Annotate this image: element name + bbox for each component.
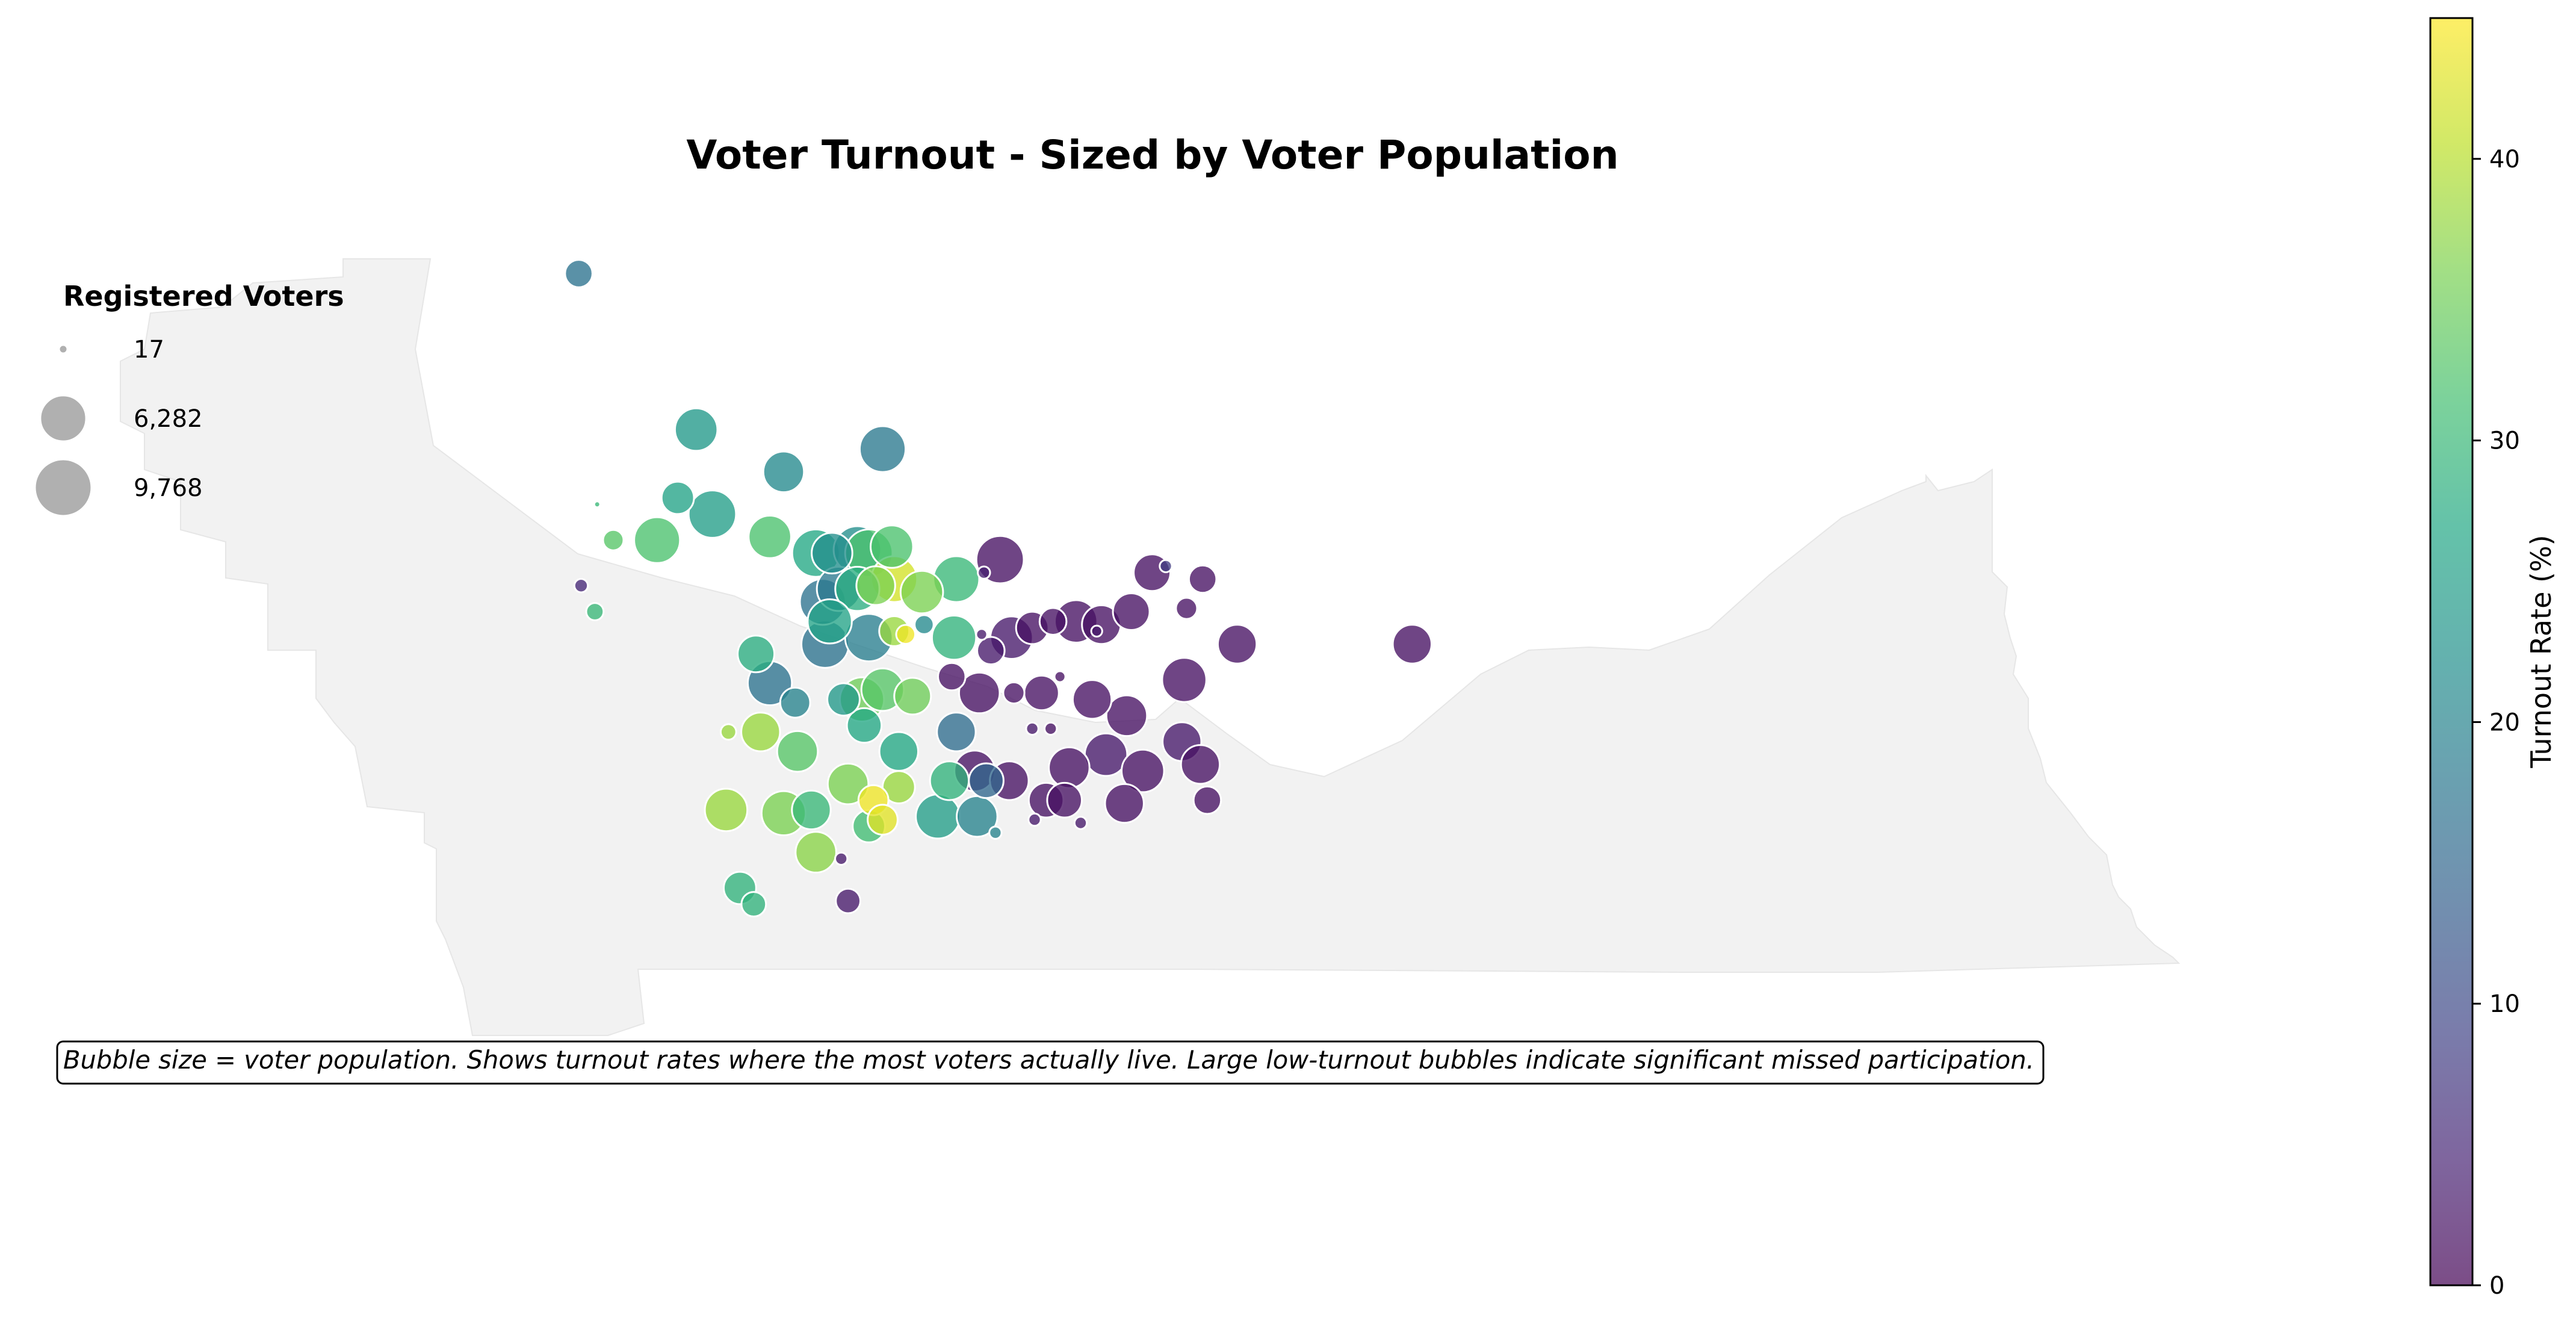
voter-bubble (899, 569, 944, 615)
colorbar-tick-label: 30 (2489, 427, 2520, 455)
voter-bubble (1073, 816, 1088, 830)
colorbar-frame (2429, 17, 2474, 1286)
colorbar-gradient (2430, 18, 2472, 1285)
colorbar-tick-label: 40 (2489, 146, 2520, 173)
voter-bubble (719, 723, 737, 741)
voter-bubble (893, 677, 932, 716)
voter-bubble (807, 598, 853, 645)
size-legend-marker (41, 396, 85, 441)
voter-bubble (937, 662, 967, 692)
voter-bubble (602, 529, 625, 551)
colorbar-tick-label: 0 (2489, 1272, 2504, 1300)
voter-bubble (564, 259, 593, 288)
voter-bubble (1053, 670, 1067, 683)
voter-bubble (1104, 783, 1145, 824)
voter-bubble (1192, 785, 1222, 815)
voter-bubble (1044, 721, 1058, 736)
voter-bubble (776, 730, 819, 773)
voter-bubble (673, 407, 719, 452)
voter-bubble (1216, 624, 1258, 665)
voter-bubble (1025, 721, 1039, 736)
voter-bubble (1090, 624, 1103, 638)
voter-bubble (1121, 748, 1165, 793)
voter-bubble (660, 480, 695, 515)
voter-bubble (791, 789, 832, 831)
voter-bubble (915, 793, 961, 840)
region-shape (120, 258, 2181, 1036)
size-legend-label: 6,282 (134, 405, 203, 433)
size-legend-label: 9,768 (134, 474, 203, 502)
voter-bubble (779, 686, 811, 719)
size-legend-label: 17 (134, 336, 164, 364)
voter-bubble (878, 731, 920, 772)
voter-bubble (1105, 694, 1148, 737)
voter-bubble (748, 515, 792, 559)
bubble-layer (564, 259, 1433, 917)
chart-title: Voter Turnout - Sized by Voter Populatio… (686, 132, 1618, 178)
colorbar-tick-label: 20 (2489, 709, 2520, 736)
voter-bubble (855, 565, 896, 606)
voter-bubble (1027, 812, 1042, 827)
size-legend: Registered Voters 17 6,282 9,768 (36, 280, 344, 515)
voter-bubble (826, 762, 870, 805)
voter-bubble (958, 671, 1001, 715)
voter-bubble (1046, 781, 1083, 819)
size-legend-marker (36, 460, 91, 515)
colorbar-label: Turnout Rate (%) (2525, 535, 2557, 768)
voter-bubble (870, 524, 914, 569)
colorbar-tick-label: 10 (2489, 990, 2520, 1018)
size-legend-marker (60, 346, 67, 353)
voter-bubble (704, 787, 749, 833)
voter-bubble (1071, 679, 1113, 720)
voter-bubble (593, 500, 601, 509)
voter-bubble (811, 532, 853, 575)
voter-bubble (930, 614, 977, 661)
voter-bubble (633, 516, 681, 564)
voter-bubble (1048, 746, 1091, 789)
voter-bubble (1023, 674, 1060, 712)
voter-bubble (1161, 657, 1207, 703)
voter-bubble (977, 565, 991, 580)
voter-bubble (573, 578, 589, 594)
voter-bubble (826, 682, 861, 717)
voter-bubble (835, 887, 861, 914)
voter-bubble (687, 489, 737, 539)
voter-bubble (846, 707, 883, 744)
voter-bubble (1038, 607, 1068, 636)
voter-bubble (1392, 624, 1433, 665)
map-region (120, 258, 2181, 1036)
voter-bubble (794, 831, 837, 874)
voter-bubble (858, 425, 907, 473)
voter-bubble (988, 825, 1003, 840)
annotation-box: Bubble size = voter population. Shows tu… (56, 1040, 2045, 1085)
annotation-frame (56, 1040, 2045, 1085)
voter-bubble (740, 712, 781, 753)
voter-bubble (585, 602, 605, 621)
voter-bubble (976, 636, 1006, 666)
voter-bubble (1187, 564, 1218, 594)
voter-bubble (1159, 559, 1173, 574)
voter-bubble (936, 712, 977, 753)
voter-bubble (1002, 681, 1026, 705)
annotation-text: Bubble size = voter population. Shows tu… (63, 1045, 2034, 1075)
size-legend-title: Registered Voters (63, 280, 344, 312)
voter-bubble (881, 770, 916, 804)
voter-bubble (737, 635, 776, 674)
voter-bubble (1112, 592, 1151, 631)
colorbar: 0 10 20 30 40 Turnout Rate (%) (2429, 17, 2557, 1300)
voter-bubble (975, 628, 988, 641)
voter-bubble (914, 614, 935, 635)
voter-bubble (929, 760, 970, 801)
voter-bubble (834, 851, 849, 866)
voter-bubble (895, 624, 917, 645)
voter-bubble (867, 804, 899, 836)
voter-bubble (968, 762, 1005, 799)
voter-bubble (740, 891, 767, 917)
voter-bubble (1175, 597, 1198, 620)
voter-bubble (762, 450, 805, 494)
voter-bubble (1180, 744, 1221, 785)
